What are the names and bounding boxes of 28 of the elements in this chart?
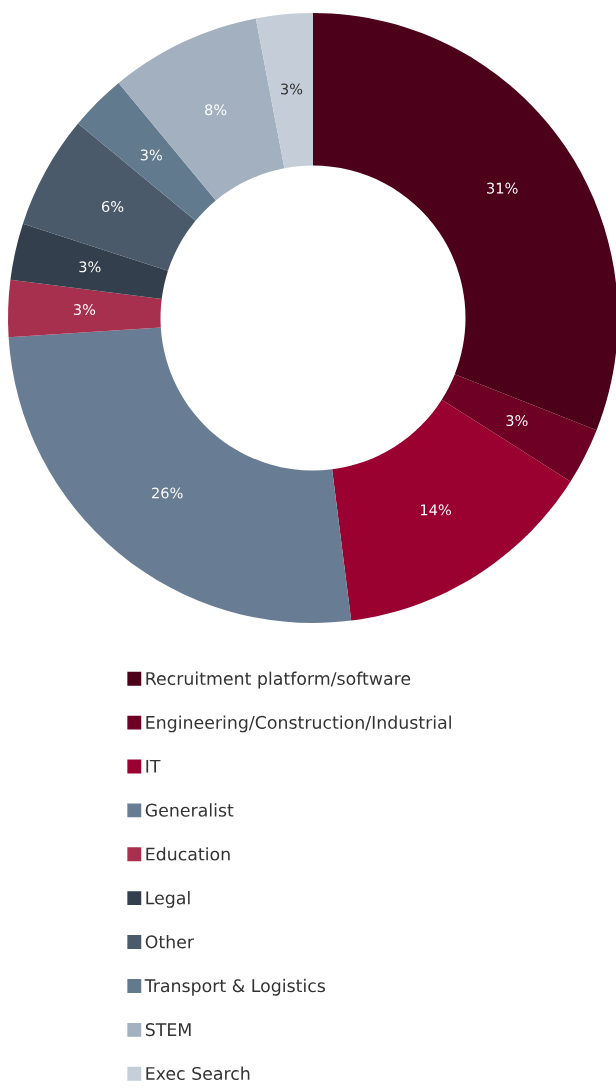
data-label: 14% [420, 504, 451, 516]
data-label: 31% [487, 182, 518, 194]
legend-label: Engineering/Construction/Industrial [146, 715, 451, 733]
legend-label: STEM [145, 1023, 191, 1037]
legend-label: Transport & Logistics [144, 978, 326, 996]
legend-label: Exec Search [146, 1066, 250, 1081]
data-label: 3% [140, 149, 163, 161]
donut-slice [313, 13, 616, 431]
donut-slice [255, 13, 313, 169]
legend-label: Generalist [145, 803, 234, 817]
data-label: 3% [281, 83, 303, 95]
data-label: 6% [102, 201, 124, 213]
donut-slice [10, 223, 168, 299]
donut-slice [8, 327, 352, 623]
donut-slice [441, 374, 597, 482]
data-label: 3% [79, 261, 101, 273]
legend-label: IT [146, 759, 161, 773]
donut-slice [8, 279, 162, 338]
legend-label: Education [146, 847, 230, 861]
donut-slice [332, 399, 571, 621]
data-label: 8% [205, 104, 227, 116]
donut-slice [22, 123, 196, 271]
legend-label: Other [145, 934, 195, 949]
data-label: 26% [152, 487, 183, 499]
legend-label: Recruitment platform/software [146, 671, 411, 689]
legend-label: Legal [146, 891, 190, 908]
data-label: 3% [506, 415, 528, 427]
data-label: 3% [73, 304, 96, 316]
